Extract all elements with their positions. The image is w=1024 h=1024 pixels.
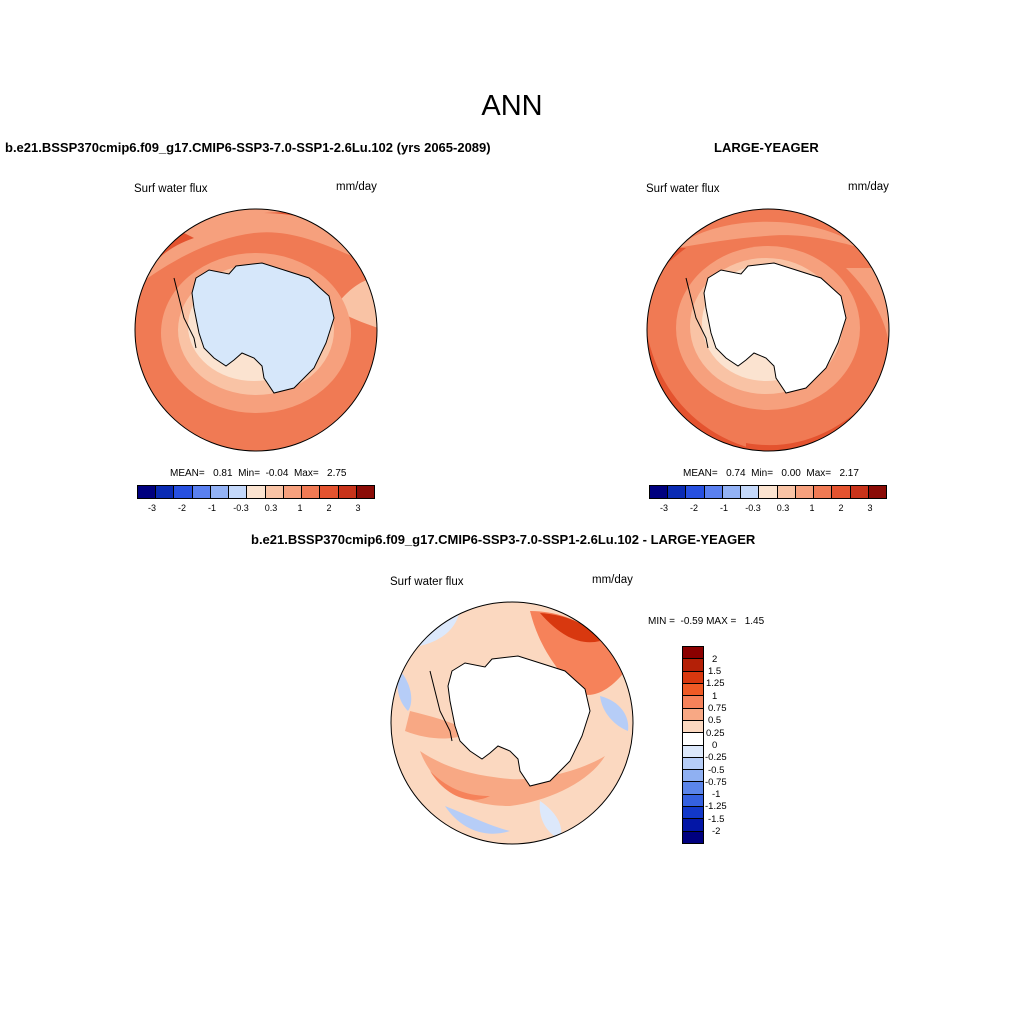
polar-map-case — [134, 208, 378, 452]
colorbar-diff-label: 0 — [712, 740, 718, 751]
colorbar-obs-label: -1 — [719, 503, 729, 513]
colorbar-diff-label: 0.5 — [708, 715, 722, 726]
colorbar-case-label: -3 — [147, 503, 157, 513]
colorbar-diff-label: 0.75 — [708, 703, 727, 714]
colorbar-case-label: -1 — [207, 503, 217, 513]
colorbar-diff-label: -1.25 — [705, 801, 727, 812]
colorbar-diff-label: -0.75 — [705, 777, 727, 788]
colorbar-diff-label: -1.5 — [708, 814, 725, 825]
colorbar-diff-label: 1.5 — [708, 666, 722, 677]
colorbar-diff-label: 1 — [712, 691, 718, 702]
colorbar-diff-label: -0.25 — [705, 752, 727, 763]
panel-diff-title: b.e21.BSSP370cmip6.f09_g17.CMIP6-SSP3-7.… — [251, 532, 756, 547]
colorbar-diff-label: 0.25 — [706, 728, 725, 739]
panel-obs-variable: Surf water flux — [646, 183, 720, 195]
colorbar-case — [137, 485, 375, 499]
colorbar-diff — [682, 646, 704, 844]
panel-diff-variable: Surf water flux — [390, 576, 464, 588]
colorbar-case-label: 3 — [355, 503, 361, 513]
colorbar-case-label: 0.3 — [264, 503, 278, 513]
colorbar-obs-label: 3 — [867, 503, 873, 513]
colorbar-obs — [649, 485, 887, 499]
panel-obs-stats: MEAN= 0.74 Min= 0.00 Max= 2.17 — [683, 468, 859, 479]
colorbar-diff-label: -2 — [712, 826, 721, 837]
colorbar-case-label: 2 — [326, 503, 332, 513]
colorbar-diff-label: -0.5 — [708, 765, 725, 776]
colorbar-obs-label: 0.3 — [776, 503, 790, 513]
colorbar-obs-label: -3 — [659, 503, 669, 513]
panel-case-title: b.e21.BSSP370cmip6.f09_g17.CMIP6-SSP3-7.… — [5, 140, 491, 155]
colorbar-case-label: 1 — [297, 503, 303, 513]
colorbar-diff-label: -1 — [712, 789, 721, 800]
panel-diff-stats: MIN = -0.59 MAX = 1.45 — [648, 616, 765, 627]
panel-case-units: mm/day — [336, 181, 377, 193]
colorbar-obs-label: -0.3 — [745, 503, 761, 513]
polar-map-obs — [646, 208, 890, 452]
panel-case-variable: Surf water flux — [134, 183, 208, 195]
colorbar-case-label: -0.3 — [233, 503, 249, 513]
panel-obs-title: LARGE-YEAGER — [714, 140, 819, 155]
panel-obs-units: mm/day — [848, 181, 889, 193]
panel-case-stats: MEAN= 0.81 Min= -0.04 Max= 2.75 — [170, 468, 347, 479]
main-title: ANN — [481, 90, 543, 122]
colorbar-obs-label: 2 — [838, 503, 844, 513]
colorbar-case-label: -2 — [177, 503, 187, 513]
panel-diff-units: mm/day — [592, 574, 633, 586]
polar-map-diff — [390, 601, 634, 845]
colorbar-diff-label: 2 — [712, 654, 718, 665]
colorbar-diff-label: 1.25 — [706, 678, 725, 689]
colorbar-obs-label: -2 — [689, 503, 699, 513]
colorbar-obs-label: 1 — [809, 503, 815, 513]
